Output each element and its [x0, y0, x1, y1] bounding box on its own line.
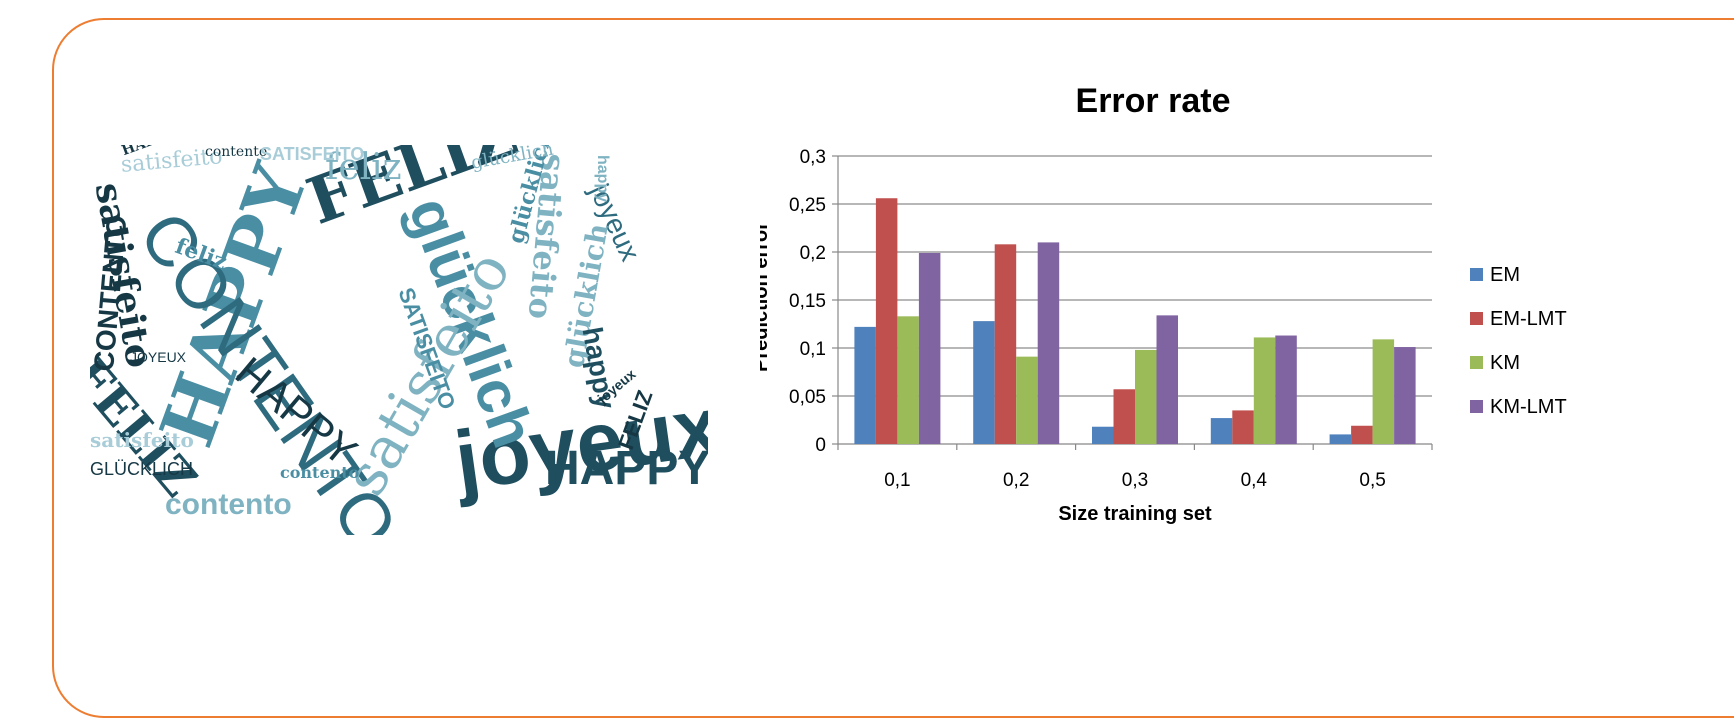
y-tick-label: 0,25: [789, 195, 826, 216]
legend-label-em-lmt: EM-LMT: [1490, 308, 1567, 330]
chart-legend: EM EM-LMT KM KM-LMT: [1470, 264, 1567, 418]
cloud-word: SATISFEITO: [260, 145, 365, 164]
legend-swatch-km: [1470, 356, 1483, 369]
legend-label-km: KM: [1490, 352, 1520, 374]
x-tick-label: 0,3: [1122, 470, 1148, 491]
cloud-word: GLÜCKLICH: [90, 459, 194, 479]
bar-em-5: [1329, 434, 1352, 444]
legend-swatch-em: [1470, 268, 1483, 281]
chart-bars: [854, 198, 1416, 444]
bar-km-lmt-3: [1156, 315, 1178, 444]
bar-km-3: [1135, 349, 1157, 444]
y-axis-label: Prediction error: [760, 222, 772, 372]
bar-km-4: [1253, 337, 1276, 444]
cloud-word: contento: [205, 145, 268, 160]
cloud-word: contento: [280, 463, 360, 482]
bar-km-2: [1016, 356, 1038, 444]
bar-km-lmt-1: [918, 252, 941, 444]
bar-em-4: [1210, 418, 1233, 444]
bar-em-2: [973, 321, 995, 444]
chart-title: Error rate: [1076, 82, 1231, 120]
legend-label-em: EM: [1490, 264, 1520, 286]
cloud-word: satisfeito: [90, 428, 194, 452]
bar-em-lmt-4: [1232, 410, 1254, 444]
bar-em-lmt-3: [1113, 389, 1135, 444]
y-tick-label: 0,2: [800, 243, 826, 264]
y-tick-label: 0,3: [800, 147, 826, 168]
legend-swatch-km-lmt: [1470, 400, 1483, 413]
cloud-word: HAPPY: [545, 442, 708, 495]
y-tick-label: 0,1: [800, 339, 826, 360]
word-cloud-image: joyeux HAPPY CONTENTO FELIZ glücklich satisfe…: [90, 145, 708, 535]
x-tick-label: 0,2: [1003, 470, 1029, 491]
bar-em-lmt-2: [994, 244, 1017, 444]
y-tick-label: 0,05: [789, 387, 826, 408]
y-tick-label: 0,15: [789, 291, 826, 312]
y-tick-label: 0: [815, 435, 826, 456]
bar-km-1: [897, 316, 919, 444]
cloud-word: contento: [165, 488, 292, 521]
cloud-word: feliz: [325, 147, 402, 188]
x-tick-label: 0,4: [1241, 470, 1268, 491]
legend-label-km-lmt: KM-LMT: [1490, 396, 1567, 418]
error-rate-chart: Error rate 0 0,05 0,1 0,15 0,2 0,25 0,3 0,1 0,2…: [760, 70, 1734, 610]
bar-km-lmt-2: [1037, 242, 1060, 444]
bar-km-lmt-4: [1275, 335, 1297, 444]
cloud-word: happy: [594, 155, 611, 203]
bar-km-5: [1372, 339, 1395, 444]
bar-km-lmt-5: [1394, 347, 1416, 444]
bar-em-1: [854, 326, 876, 444]
x-axis-ticks: 0,1 0,2 0,3 0,4 0,5: [884, 470, 1386, 491]
bar-em-lmt-5: [1351, 425, 1373, 444]
legend-swatch-em-lmt: [1470, 312, 1483, 325]
cloud-word: JOYEUX: [130, 349, 187, 365]
y-axis-ticks: 0 0,05 0,1 0,15 0,2 0,25 0,3: [789, 147, 826, 456]
x-tick-label: 0,1: [884, 470, 910, 491]
bar-em-lmt-1: [875, 198, 898, 444]
x-tick-label: 0,5: [1359, 470, 1385, 491]
bar-em-3: [1092, 426, 1114, 444]
x-axis-label: Size training set: [1058, 503, 1212, 525]
